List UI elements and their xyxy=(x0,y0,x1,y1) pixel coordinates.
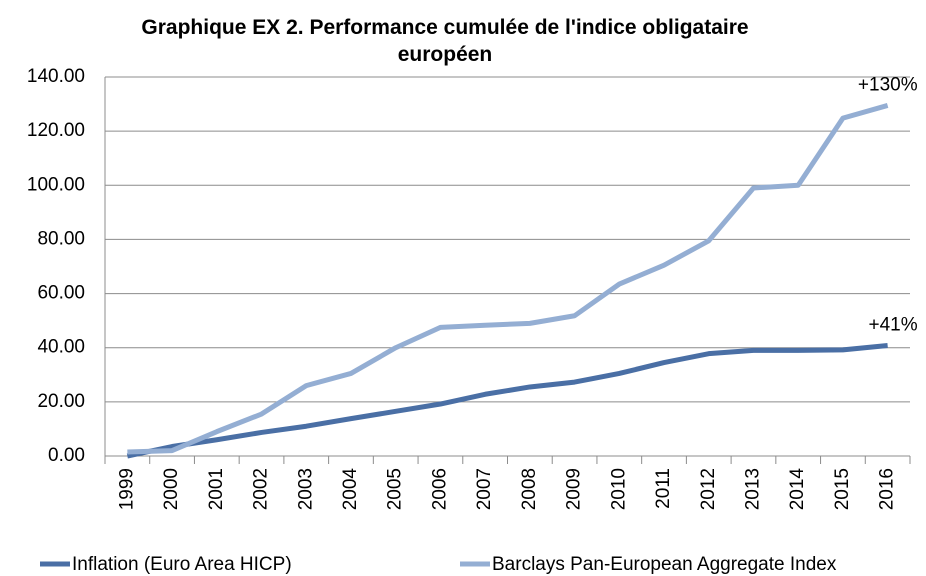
x-tick-label: 2000 xyxy=(161,468,182,510)
y-tick-label: 40.00 xyxy=(37,337,85,358)
x-tick-label: 2005 xyxy=(385,468,406,510)
legend-label: Inflation (Euro Area HICP) xyxy=(72,554,292,575)
y-tick-label: 80.00 xyxy=(37,228,85,249)
x-tick-label: 1999 xyxy=(116,468,137,510)
x-tick-label: 2013 xyxy=(742,468,763,510)
legend-label: Barclays Pan-European Aggregate Index xyxy=(492,554,837,575)
annotation: +130% xyxy=(858,74,918,95)
y-tick-label: 20.00 xyxy=(37,391,85,412)
x-tick-label: 2009 xyxy=(564,468,585,510)
series-line xyxy=(126,343,888,459)
x-tick-label: 2006 xyxy=(429,468,450,510)
x-tick-label: 2011 xyxy=(653,468,674,509)
x-tick-label: 2014 xyxy=(787,468,808,511)
x-tick-label: 2015 xyxy=(832,468,853,510)
x-tick-label: 2008 xyxy=(519,468,540,510)
y-tick-label: 140.00 xyxy=(27,66,85,87)
x-tick-label: 2003 xyxy=(295,468,316,510)
x-tick-label: 2012 xyxy=(698,468,719,510)
y-tick-label: 120.00 xyxy=(27,120,85,141)
x-tick-label: 2010 xyxy=(608,468,629,510)
annotation: +41% xyxy=(869,315,918,336)
x-tick-label: 2001 xyxy=(206,468,227,510)
chart-title: Graphique EX 2. Performance cumulée de l… xyxy=(141,16,749,66)
series-line xyxy=(127,103,889,455)
x-tick-label: 2004 xyxy=(340,468,361,511)
x-tick-label: 2002 xyxy=(251,468,272,510)
x-tick-label: 2007 xyxy=(474,468,495,510)
y-tick-label: 60.00 xyxy=(37,283,85,304)
y-tick-label: 100.00 xyxy=(27,174,85,195)
y-tick-label: 0.00 xyxy=(48,445,85,466)
x-tick-label: 2016 xyxy=(877,468,898,510)
